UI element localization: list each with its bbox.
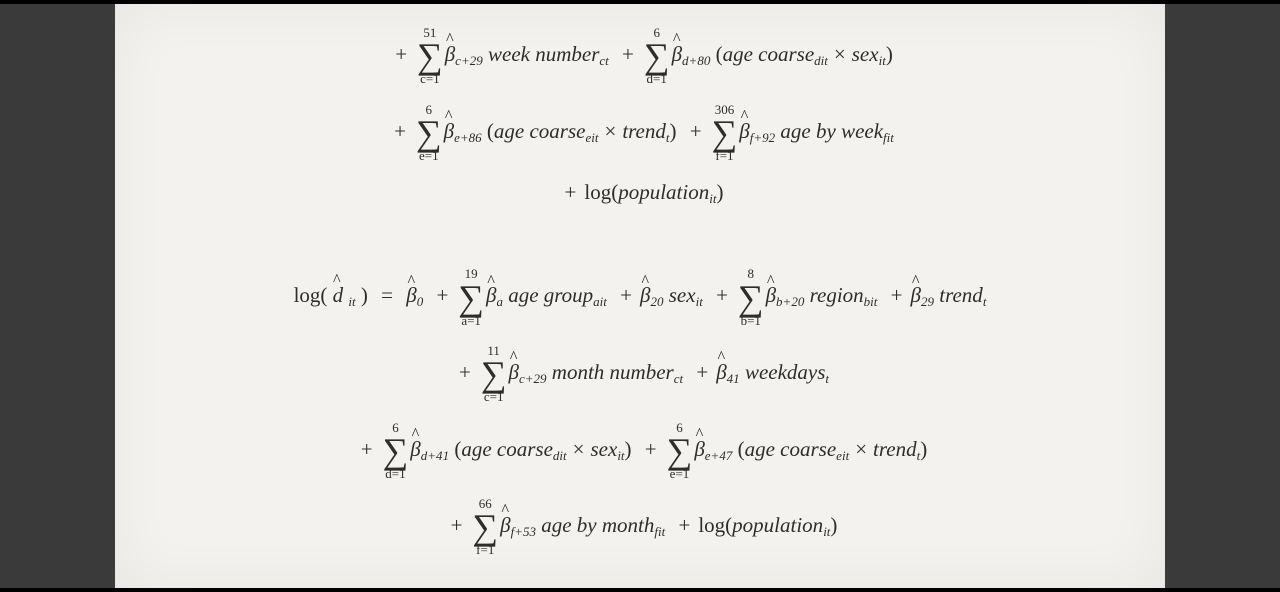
paper-page: +51∑c=1βc+29 week numberct +6∑d=1βd+80 (… xyxy=(115,4,1165,588)
equation-line: +66∑f=1βf+53 age by monthfit +log(popula… xyxy=(443,497,838,558)
equation-line: +6∑d=1βd+41 (age coarsedit×sexit) +6∑e=1… xyxy=(353,421,927,482)
equation-line: +51∑c=1βc+29 week numberct +6∑d=1βd+80 (… xyxy=(387,26,893,87)
equation-2: log( d it ) = β0 +19∑a=1βa age groupait … xyxy=(163,259,1117,565)
equation-1-continuation: +51∑c=1βc+29 week numberct +6∑d=1βd+80 (… xyxy=(163,18,1117,215)
equation-line: +6∑e=1βe+86 (age coarseeit×trendt) +306∑… xyxy=(386,103,894,164)
equation-line: +log(populationit) xyxy=(557,179,724,207)
equation-line: +11∑c=1βc+29 month numberct +β41 weekday… xyxy=(451,344,829,405)
letterbox-bottom xyxy=(0,588,1280,592)
equation-line: log( d it ) = β0 +19∑a=1βa age groupait … xyxy=(294,267,987,328)
